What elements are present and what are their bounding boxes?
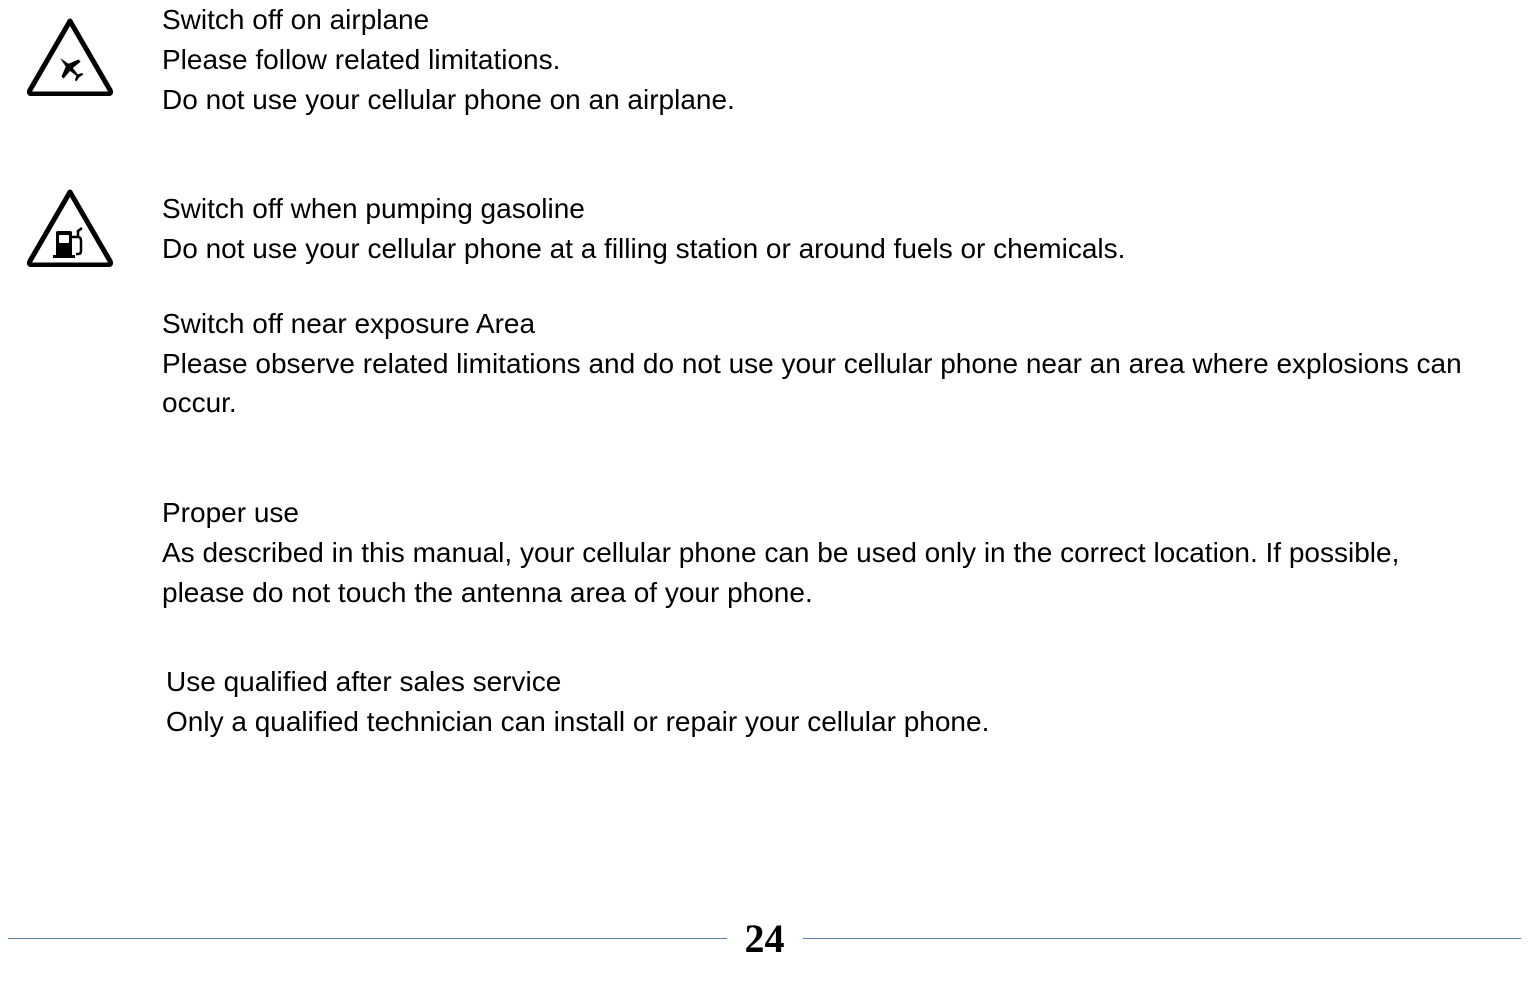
- page-number: 24: [745, 915, 785, 962]
- icon-column-empty: [26, 304, 162, 322]
- section-line: Do not use your cellular phone on an air…: [162, 80, 1489, 120]
- icon-column: [26, 0, 162, 96]
- section-title: Switch off near exposure Area: [162, 304, 1489, 344]
- document-content: Switch off on airplane Please follow rel…: [0, 0, 1529, 742]
- footer-line-right: [803, 938, 1522, 939]
- icon-column: [26, 189, 162, 267]
- section-line: Do not use your cellular phone at a fill…: [162, 229, 1489, 269]
- section-gasoline: Switch off when pumping gasoline Do not …: [26, 189, 1489, 269]
- section-line: Please observe related limitations and d…: [162, 344, 1489, 424]
- text-column: Use qualified after sales service Only a…: [162, 662, 1489, 742]
- text-column: Switch off when pumping gasoline Do not …: [162, 189, 1489, 269]
- section-service: Use qualified after sales service Only a…: [26, 662, 1489, 742]
- airplane-warning-icon: [26, 18, 114, 96]
- footer: 24: [0, 915, 1529, 962]
- text-column: Switch off on airplane Please follow rel…: [162, 0, 1489, 119]
- section-line: As described in this manual, your cellul…: [162, 533, 1489, 613]
- section-line: Please follow related limitations.: [162, 40, 1489, 80]
- gasoline-warning-icon: [26, 189, 114, 267]
- section-proper-use: Proper use As described in this manual, …: [26, 493, 1489, 612]
- section-exposure: Switch off near exposure Area Please obs…: [26, 304, 1489, 423]
- icon-column-empty: [26, 662, 162, 680]
- section-title: Switch off when pumping gasoline: [162, 189, 1489, 229]
- icon-column-empty: [26, 493, 162, 511]
- section-title: Switch off on airplane: [162, 0, 1489, 40]
- section-title: Proper use: [162, 493, 1489, 533]
- section-line: Only a qualified technician can install …: [166, 702, 1489, 742]
- text-column: Switch off near exposure Area Please obs…: [162, 304, 1489, 423]
- section-title: Use qualified after sales service: [166, 662, 1489, 702]
- section-airplane: Switch off on airplane Please follow rel…: [26, 0, 1489, 119]
- footer-line-left: [8, 938, 727, 939]
- text-column: Proper use As described in this manual, …: [162, 493, 1489, 612]
